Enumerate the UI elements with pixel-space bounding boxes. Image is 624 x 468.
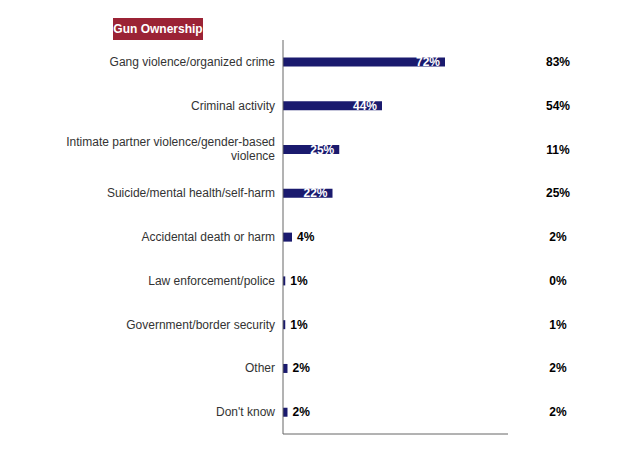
html-text:Gun Ownership: Gun Ownership (113, 22, 203, 36)
svg-text:2%: 2% (549, 361, 567, 375)
svg-text:Intimate partner violence/gend: Intimate partner violence/gender-basedvi… (66, 135, 275, 163)
svg-text:11%: 11% (546, 143, 570, 157)
svg-text:1%: 1% (549, 318, 567, 332)
svg-text:1%: 1% (290, 274, 308, 288)
svg-text:25%: 25% (546, 186, 570, 200)
svg-text:72%: 72% (416, 55, 440, 69)
svg-text:Suicide/mental health/self-har: Suicide/mental health/self-harm (107, 186, 275, 200)
svg-text:Government/border security: Government/border security (126, 318, 275, 332)
svg-text:2%: 2% (293, 405, 311, 419)
svg-text:25%: 25% (310, 143, 334, 157)
svg-text:54%: 54% (546, 99, 570, 113)
svg-text:Don't know: Don't know (216, 405, 275, 419)
svg-text:2%: 2% (549, 230, 567, 244)
svg-text:2%: 2% (293, 361, 311, 375)
svg-text:2%: 2% (549, 405, 567, 419)
svg-text:1%: 1% (290, 318, 308, 332)
svg-text:Law enforcement/police: Law enforcement/police (148, 274, 275, 288)
svg-text:83%: 83% (546, 55, 570, 69)
svg-text:22%: 22% (303, 186, 327, 200)
svg-text:Criminal activity: Criminal activity (191, 99, 275, 113)
svg-text:44%: 44% (353, 99, 377, 113)
svg-text:4%: 4% (297, 230, 315, 244)
svg-text:Other: Other (245, 361, 275, 375)
svg-text:0%: 0% (549, 274, 567, 288)
svg-text:Accidental death or harm: Accidental death or harm (142, 230, 275, 244)
svg-text:Gang violence/organized crime: Gang violence/organized crime (110, 55, 276, 69)
